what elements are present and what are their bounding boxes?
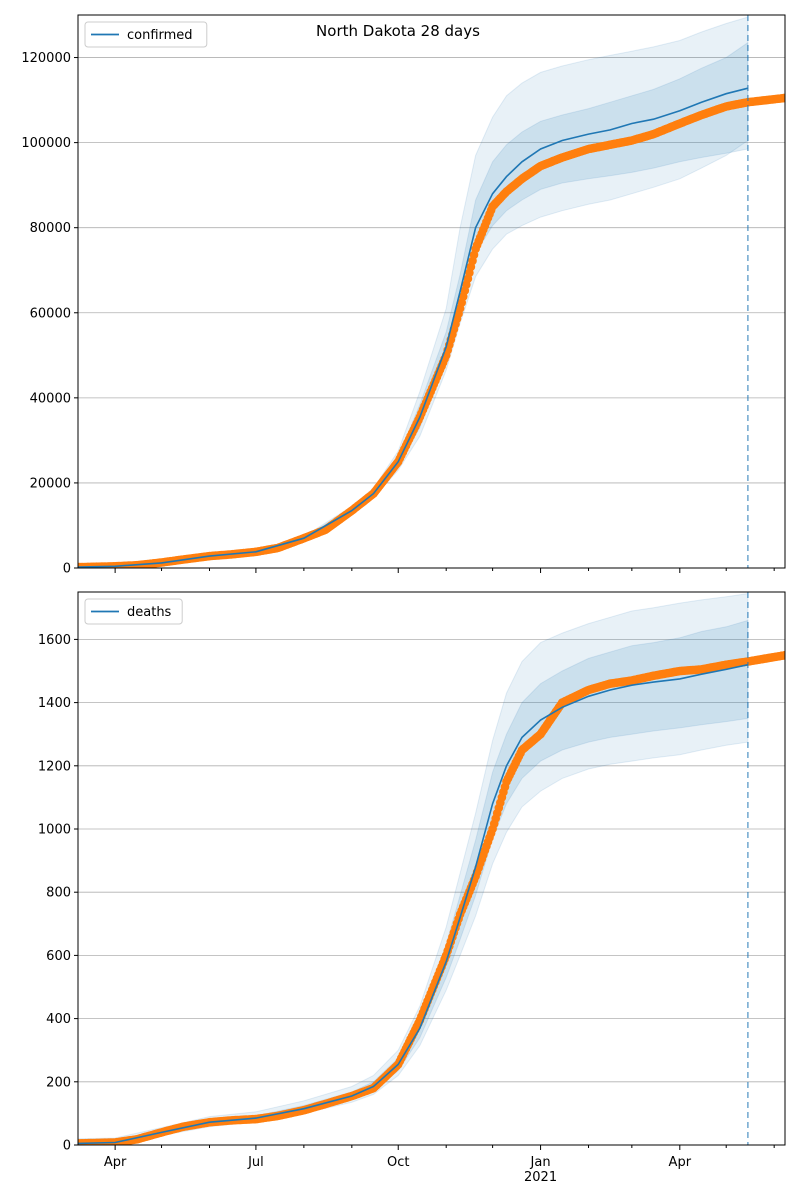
legend: deaths <box>84 598 183 625</box>
axes-frame <box>77 591 786 1146</box>
x-tick-label: Apr <box>104 1155 127 1170</box>
x-tick-label: Jan <box>530 1155 551 1170</box>
y-tick-label: 400 <box>46 1012 71 1027</box>
median-line <box>78 87 749 568</box>
x-tick-label: Jul <box>247 1155 264 1170</box>
legend-label: confirmed <box>127 28 193 43</box>
median-line <box>78 663 749 1145</box>
y-tick-label: 60000 <box>30 306 71 321</box>
inner-band <box>78 41 749 568</box>
x-tick-label: Oct <box>387 1155 409 1170</box>
confirmed-panel: 0 20000 40000 60000 80000 100000 120000 confirm… <box>21 14 786 577</box>
y-tick-label: 0 <box>63 1139 71 1154</box>
y-tick-label: 600 <box>46 949 71 964</box>
y-tick-label: 80000 <box>30 221 71 236</box>
observed-point <box>780 650 785 660</box>
y-tick-label: 100000 <box>21 136 71 151</box>
y-tick-label: 1400 <box>38 696 71 711</box>
legend-box <box>84 21 208 48</box>
y-tick-label: 120000 <box>21 51 71 66</box>
chart-title: North Dakota 28 days <box>316 22 480 40</box>
deaths-panel: 0 200 400 600 800 1000 1200 1400 1600 Apr Jul Oct Ja… <box>38 591 786 1185</box>
axes-frame <box>77 14 786 569</box>
x-tick-label: Apr <box>669 1155 692 1170</box>
legend-label: deaths <box>127 605 172 620</box>
observed-series <box>78 650 785 1145</box>
legend-box <box>84 598 183 625</box>
legend: confirmed <box>84 21 208 48</box>
y-tick-label: 20000 <box>30 476 71 491</box>
observed-point <box>780 93 785 103</box>
y-tick-label: 1200 <box>38 759 71 774</box>
y-tick-label: 40000 <box>30 391 71 406</box>
inner-band <box>78 619 749 1145</box>
y-tick-label: 800 <box>46 886 71 901</box>
x-tick-label: 2021 <box>524 1170 557 1185</box>
y-tick-label: 200 <box>46 1075 71 1090</box>
y-tick-label: 1600 <box>38 633 71 648</box>
y-tick-label: 1000 <box>38 823 71 838</box>
y-tick-label: 0 <box>63 562 71 577</box>
